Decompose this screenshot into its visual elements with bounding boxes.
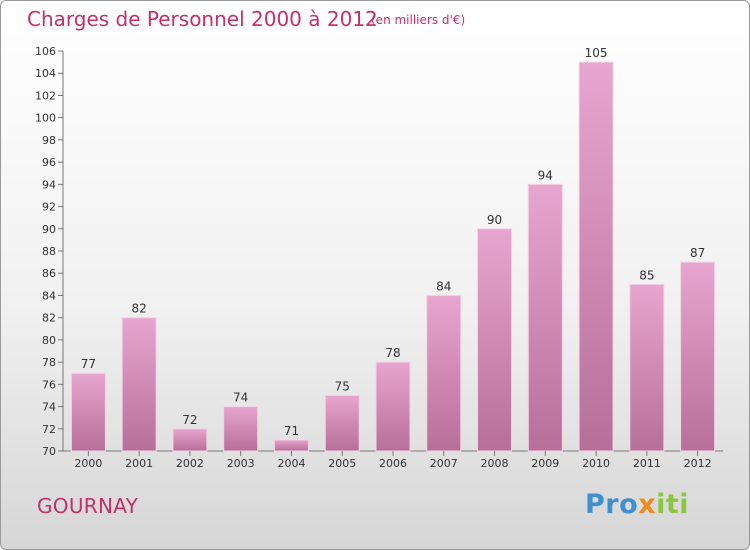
bar <box>477 228 513 452</box>
x-tick-label: 2001 <box>125 457 153 470</box>
bar <box>375 361 411 452</box>
y-tick-label: 96 <box>42 156 56 169</box>
y-tick-label: 104 <box>35 67 56 80</box>
bar <box>629 283 665 452</box>
y-tick-label: 76 <box>42 378 56 391</box>
bar-value-label: 74 <box>233 391 248 405</box>
x-tick-label: 2002 <box>176 457 204 470</box>
y-tick-label: 78 <box>42 356 56 369</box>
x-tick-label: 2007 <box>430 457 458 470</box>
y-tick-label: 92 <box>42 201 56 214</box>
bar <box>680 261 716 452</box>
y-tick-label: 106 <box>35 45 56 58</box>
bar-value-label: 105 <box>585 46 608 60</box>
y-tick-label: 94 <box>42 178 56 191</box>
commune-name: GOURNAY <box>37 494 139 518</box>
logo-part-pro: Pro <box>585 489 639 520</box>
bar <box>527 183 563 452</box>
bar-value-label: 84 <box>436 279 451 293</box>
logo-part-i2: i <box>679 489 690 520</box>
y-tick-label: 102 <box>35 89 56 102</box>
bar-value-label: 85 <box>639 268 654 282</box>
y-tick-label: 72 <box>42 423 56 436</box>
bar <box>223 406 259 452</box>
x-tick-label: 2011 <box>633 457 661 470</box>
x-tick-label: 2003 <box>227 457 255 470</box>
y-tick-label: 90 <box>42 223 56 236</box>
bar <box>324 394 360 452</box>
bar-value-label: 82 <box>132 302 147 316</box>
x-tick-label: 2006 <box>379 457 407 470</box>
x-tick-label: 2000 <box>74 457 102 470</box>
y-tick-label: 86 <box>42 267 56 280</box>
bar <box>273 439 309 452</box>
chart-title: Charges de Personnel 2000 à 2012 <box>27 7 378 31</box>
y-tick-label: 88 <box>42 245 56 258</box>
bar-value-label: 94 <box>538 168 553 182</box>
bar <box>121 317 157 452</box>
x-tick-label: 2010 <box>582 457 610 470</box>
bar-value-label: 77 <box>81 357 96 371</box>
bar-value-label: 75 <box>335 379 350 393</box>
y-tick-label: 98 <box>42 134 56 147</box>
bar <box>426 294 462 452</box>
bar-value-label: 71 <box>284 424 299 438</box>
chart-subtitle: (en milliers d'€) <box>371 13 466 27</box>
y-tick-label: 74 <box>42 401 56 414</box>
bar-value-label: 90 <box>487 213 502 227</box>
x-tick-label: 2004 <box>277 457 305 470</box>
y-tick-label: 82 <box>42 312 56 325</box>
y-tick-label: 100 <box>35 112 56 125</box>
bar <box>70 372 106 452</box>
y-tick-label: 70 <box>42 445 56 458</box>
bar-value-label: 78 <box>385 346 400 360</box>
logo-part-i1: i <box>656 489 666 520</box>
x-tick-label: 2009 <box>531 457 559 470</box>
logo-part-x: x <box>638 489 657 520</box>
proxiti-logo[interactable]: Proxiti <box>585 489 689 520</box>
x-tick-label: 2012 <box>684 457 712 470</box>
bar <box>578 61 614 452</box>
x-tick-label: 2005 <box>328 457 356 470</box>
bar-value-label: 72 <box>182 413 197 427</box>
logo-part-t: t <box>665 489 680 520</box>
y-tick-label: 84 <box>42 289 56 302</box>
bar-value-label: 87 <box>690 246 705 260</box>
bar <box>172 428 208 452</box>
x-tick-label: 2008 <box>481 457 509 470</box>
y-tick-label: 80 <box>42 334 56 347</box>
